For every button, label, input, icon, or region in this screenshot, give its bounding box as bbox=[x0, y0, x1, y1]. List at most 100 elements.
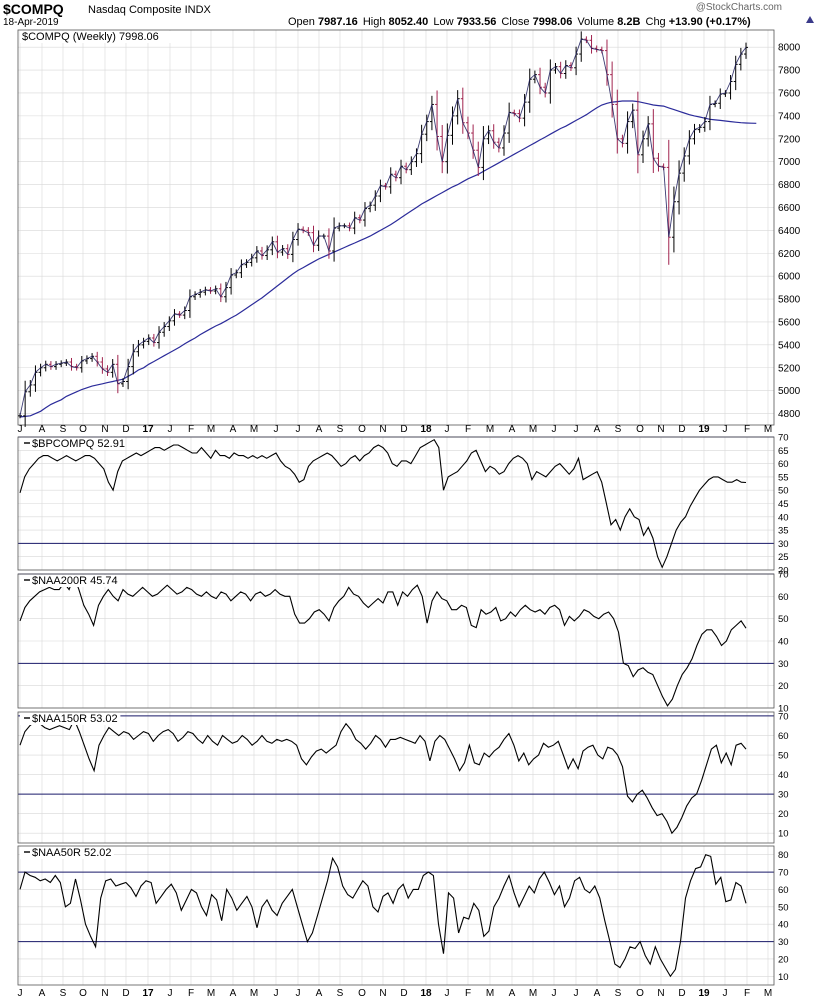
y-tick-label: 7200 bbox=[778, 134, 801, 145]
close-value: 7998.06 bbox=[532, 16, 573, 28]
scroll-up-icon[interactable] bbox=[806, 16, 814, 23]
x-tick-label: J bbox=[168, 424, 173, 435]
x-tick-label: A bbox=[594, 424, 601, 435]
y-tick-label: 40 bbox=[778, 770, 789, 781]
y-tick-label: 7800 bbox=[778, 66, 801, 77]
x-tick-label: J bbox=[445, 424, 450, 435]
x-tick-label: J bbox=[296, 988, 301, 999]
x-tick-label: F bbox=[188, 424, 194, 435]
y-tick-label: 7400 bbox=[778, 111, 801, 122]
x-tick-label: F bbox=[465, 988, 471, 999]
y-tick-label: 7600 bbox=[778, 88, 801, 99]
chg-label: Chg bbox=[645, 16, 666, 28]
x-tick-label: 19 bbox=[698, 424, 710, 435]
x-tick-label: A bbox=[39, 988, 46, 999]
y-tick-label: 5400 bbox=[778, 340, 801, 351]
x-tick-label: 18 bbox=[420, 988, 432, 999]
volume-value: 8.2B bbox=[617, 16, 641, 28]
x-tick-label: N bbox=[657, 424, 664, 435]
y-tick-label: 30 bbox=[778, 659, 789, 670]
y-tick-label: 7000 bbox=[778, 157, 801, 168]
x-tick-label: N bbox=[379, 424, 386, 435]
y-tick-label: 40 bbox=[778, 920, 789, 931]
ohlc-readout: Open 7987.16 High 8052.40 Low 7933.56 Cl… bbox=[288, 16, 753, 28]
chart-date: 18-Apr-2019 bbox=[3, 17, 59, 28]
close-label: Close bbox=[501, 16, 530, 28]
y-tick-label: 5200 bbox=[778, 363, 801, 374]
y-tick-label: 30 bbox=[778, 539, 789, 550]
panel-frame bbox=[17, 711, 775, 844]
x-tick-label: M bbox=[529, 988, 537, 999]
y-tick-label: 80 bbox=[778, 850, 789, 861]
x-tick-label: N bbox=[101, 988, 108, 999]
y-tick-label: 6800 bbox=[778, 180, 801, 191]
y-tick-label: 60 bbox=[778, 731, 789, 742]
x-tick-label: D bbox=[400, 988, 407, 999]
x-tick-label: J bbox=[552, 424, 557, 435]
x-tick-label: J bbox=[168, 988, 173, 999]
x-tick-label: J bbox=[723, 988, 728, 999]
y-tick-label: 5000 bbox=[778, 386, 801, 397]
x-tick-label: J bbox=[274, 988, 279, 999]
x-tick-label: O bbox=[636, 424, 644, 435]
y-tick-label: 70 bbox=[778, 868, 789, 879]
series-legend-naa150r: $NAA150R 53.02 bbox=[32, 713, 118, 725]
x-tick-label: S bbox=[337, 424, 344, 435]
x-tick-label: J bbox=[723, 424, 728, 435]
y-tick-label: 45 bbox=[778, 499, 789, 510]
x-tick-label: F bbox=[744, 988, 750, 999]
x-tick-label: M bbox=[764, 424, 772, 435]
index-name: Nasdaq Composite INDX bbox=[88, 4, 211, 16]
x-tick-label: F bbox=[188, 988, 194, 999]
x-tick-label: A bbox=[316, 988, 323, 999]
x-tick-label: J bbox=[18, 988, 23, 999]
y-tick-label: 50 bbox=[778, 751, 789, 762]
y-tick-label: 55 bbox=[778, 472, 789, 483]
series-line-naa50r bbox=[19, 854, 747, 978]
x-tick-label: M bbox=[764, 988, 772, 999]
x-tick-label: 19 bbox=[698, 988, 710, 999]
y-tick-label: 10 bbox=[778, 704, 789, 715]
x-tick-label: A bbox=[39, 424, 46, 435]
x-tick-label: D bbox=[122, 988, 129, 999]
y-tick-label: 20 bbox=[778, 809, 789, 820]
high-label: High bbox=[362, 16, 386, 28]
y-tick-label: 5800 bbox=[778, 295, 801, 306]
panel-frame bbox=[17, 29, 775, 426]
x-tick-label: M bbox=[529, 424, 537, 435]
y-tick-label: 70 bbox=[778, 711, 789, 722]
y-tick-label: 30 bbox=[778, 937, 789, 948]
x-tick-label: A bbox=[230, 424, 237, 435]
y-tick-label: 50 bbox=[778, 902, 789, 913]
series-line-naa200r bbox=[19, 574, 747, 707]
x-tick-label: D bbox=[678, 424, 685, 435]
y-tick-label: 40 bbox=[778, 512, 789, 523]
x-tick-label: J bbox=[552, 988, 557, 999]
x-tick-label: N bbox=[657, 988, 664, 999]
y-tick-label: 65 bbox=[778, 446, 789, 457]
series-line-bpcompq bbox=[19, 438, 747, 569]
x-tick-label: 17 bbox=[142, 424, 154, 435]
series-legend-naa50r: $NAA50R 52.02 bbox=[32, 847, 112, 859]
y-tick-label: 6200 bbox=[778, 249, 801, 260]
x-tick-label: J bbox=[296, 424, 301, 435]
low-value: 7933.56 bbox=[456, 16, 497, 28]
y-tick-label: 30 bbox=[778, 790, 789, 801]
x-tick-label: N bbox=[379, 988, 386, 999]
y-tick-label: 60 bbox=[778, 592, 789, 603]
y-tick-label: 70 bbox=[778, 570, 789, 581]
symbol-title: $COMPQ bbox=[3, 1, 64, 17]
low-label: Low bbox=[433, 16, 454, 28]
x-tick-label: M bbox=[207, 424, 215, 435]
y-tick-label: 20 bbox=[778, 681, 789, 692]
x-tick-label: F bbox=[744, 424, 750, 435]
x-tick-label: A bbox=[509, 988, 516, 999]
x-tick-label: O bbox=[79, 988, 87, 999]
legend-background bbox=[20, 31, 180, 43]
x-tick-label: J bbox=[574, 424, 579, 435]
x-tick-label: F bbox=[465, 424, 471, 435]
x-tick-label: J bbox=[18, 424, 23, 435]
y-tick-label: 60 bbox=[778, 885, 789, 896]
volume-label: Volume bbox=[577, 16, 615, 28]
